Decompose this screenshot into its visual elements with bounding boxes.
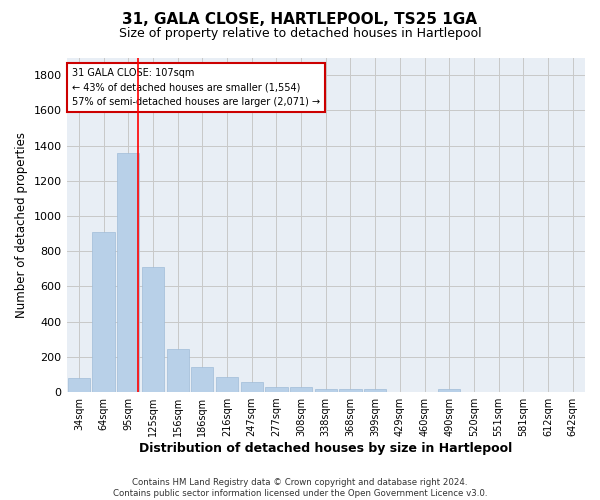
Y-axis label: Number of detached properties: Number of detached properties: [15, 132, 28, 318]
Text: Contains HM Land Registry data © Crown copyright and database right 2024.
Contai: Contains HM Land Registry data © Crown c…: [113, 478, 487, 498]
Bar: [340, 390, 362, 392]
Bar: [438, 388, 460, 392]
Bar: [314, 388, 337, 392]
Bar: [142, 267, 164, 392]
Bar: [117, 152, 139, 392]
Bar: [265, 387, 287, 392]
Bar: [216, 377, 238, 392]
Bar: [241, 382, 263, 392]
Bar: [364, 390, 386, 392]
Bar: [290, 387, 312, 392]
X-axis label: Distribution of detached houses by size in Hartlepool: Distribution of detached houses by size …: [139, 442, 512, 455]
Text: 31, GALA CLOSE, HARTLEPOOL, TS25 1GA: 31, GALA CLOSE, HARTLEPOOL, TS25 1GA: [122, 12, 478, 28]
Bar: [92, 232, 115, 392]
Text: 31 GALA CLOSE: 107sqm
← 43% of detached houses are smaller (1,554)
57% of semi-d: 31 GALA CLOSE: 107sqm ← 43% of detached …: [72, 68, 320, 107]
Bar: [191, 368, 214, 392]
Bar: [167, 349, 189, 392]
Text: Size of property relative to detached houses in Hartlepool: Size of property relative to detached ho…: [119, 28, 481, 40]
Bar: [68, 378, 90, 392]
